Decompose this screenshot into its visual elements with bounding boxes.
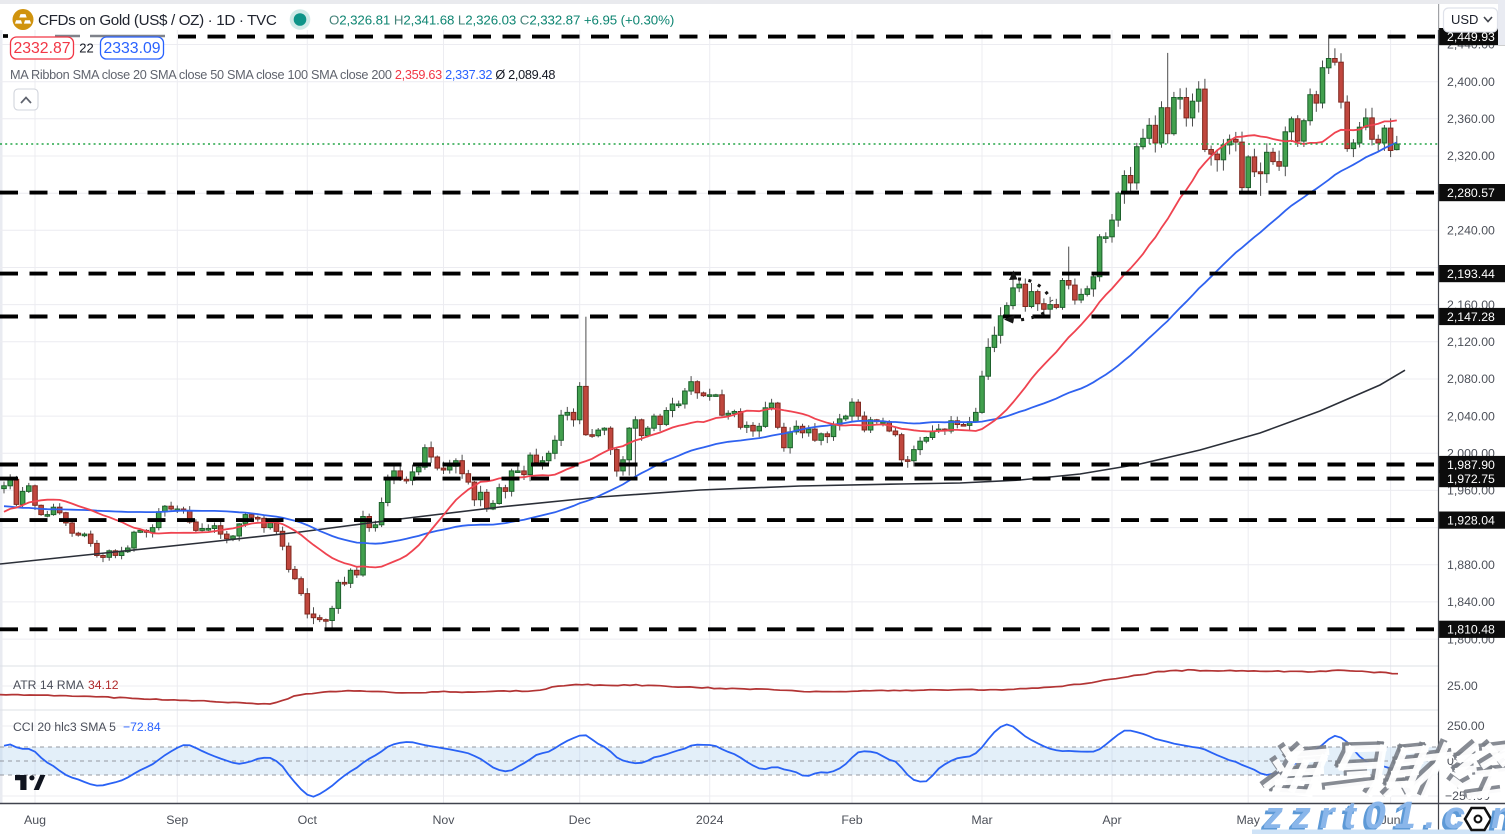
svg-text:O2,326.81 H2,341.68 L2,326.03: O2,326.81 H2,341.68 L2,326.03 C2,332.87 … <box>329 13 674 28</box>
svg-text:ATR 14 RMA: ATR 14 RMA <box>13 678 85 692</box>
svg-text:1,810.48: 1,810.48 <box>1447 623 1495 637</box>
svg-text:2,147.28: 2,147.28 <box>1447 310 1495 324</box>
svg-text:1,880.00: 1,880.00 <box>1447 558 1495 572</box>
svg-text:2,120.00: 2,120.00 <box>1447 335 1495 349</box>
svg-text:250.00: 250.00 <box>1447 719 1485 733</box>
svg-text:2024: 2024 <box>696 813 724 827</box>
svg-text:−72.84: −72.84 <box>123 720 161 734</box>
svg-text:2,400.00: 2,400.00 <box>1447 75 1495 89</box>
svg-text:2,040.00: 2,040.00 <box>1447 409 1495 423</box>
svg-text:Sep: Sep <box>166 813 188 827</box>
svg-text:Mar: Mar <box>971 813 992 827</box>
svg-text:1,840.00: 1,840.00 <box>1447 595 1495 609</box>
svg-text:2,240.00: 2,240.00 <box>1447 224 1495 238</box>
svg-text:May: May <box>1236 813 1260 827</box>
svg-text:Apr: Apr <box>1102 813 1121 827</box>
svg-text:22: 22 <box>79 41 93 56</box>
svg-text:1,987.90: 1,987.90 <box>1447 458 1495 472</box>
svg-text:2,449.93: 2,449.93 <box>1447 30 1495 44</box>
svg-text:n: n <box>1488 798 1505 835</box>
svg-text:2332.87: 2332.87 <box>13 40 70 57</box>
svg-text:CCI 20 hlc3 SMA 5: CCI 20 hlc3 SMA 5 <box>13 720 116 734</box>
svg-text:Feb: Feb <box>841 813 862 827</box>
svg-text:2,193.44: 2,193.44 <box>1447 267 1495 281</box>
svg-text:Oct: Oct <box>298 813 318 827</box>
svg-text:Aug: Aug <box>24 813 46 827</box>
svg-text:1,928.04: 1,928.04 <box>1447 513 1495 527</box>
svg-text:34.12: 34.12 <box>88 678 119 692</box>
svg-text:CFDs on Gold (US$ / OZ) · 1D ·: CFDs on Gold (US$ / OZ) · 1D · TVC <box>38 12 277 29</box>
svg-text:2,360.00: 2,360.00 <box>1447 112 1495 126</box>
svg-text:n: n <box>1491 795 1505 834</box>
svg-text:2,320.00: 2,320.00 <box>1447 149 1495 163</box>
svg-text:Nov: Nov <box>432 813 455 827</box>
svg-text:Jun: Jun <box>1381 813 1401 827</box>
svg-text:2,080.00: 2,080.00 <box>1447 372 1495 386</box>
svg-text:zzrt01.c: zzrt01.c <box>1263 795 1474 834</box>
svg-text:MA Ribbon SMA close 20 SMA clo: MA Ribbon SMA close 20 SMA close 50 SMA … <box>10 68 555 82</box>
svg-text:2,280.57: 2,280.57 <box>1447 186 1495 200</box>
svg-text:25.00: 25.00 <box>1447 679 1478 693</box>
svg-text:2333.09: 2333.09 <box>103 40 160 57</box>
svg-text:1,972.75: 1,972.75 <box>1447 472 1495 486</box>
svg-text:USD: USD <box>1451 12 1478 27</box>
svg-text:Dec: Dec <box>569 813 591 827</box>
